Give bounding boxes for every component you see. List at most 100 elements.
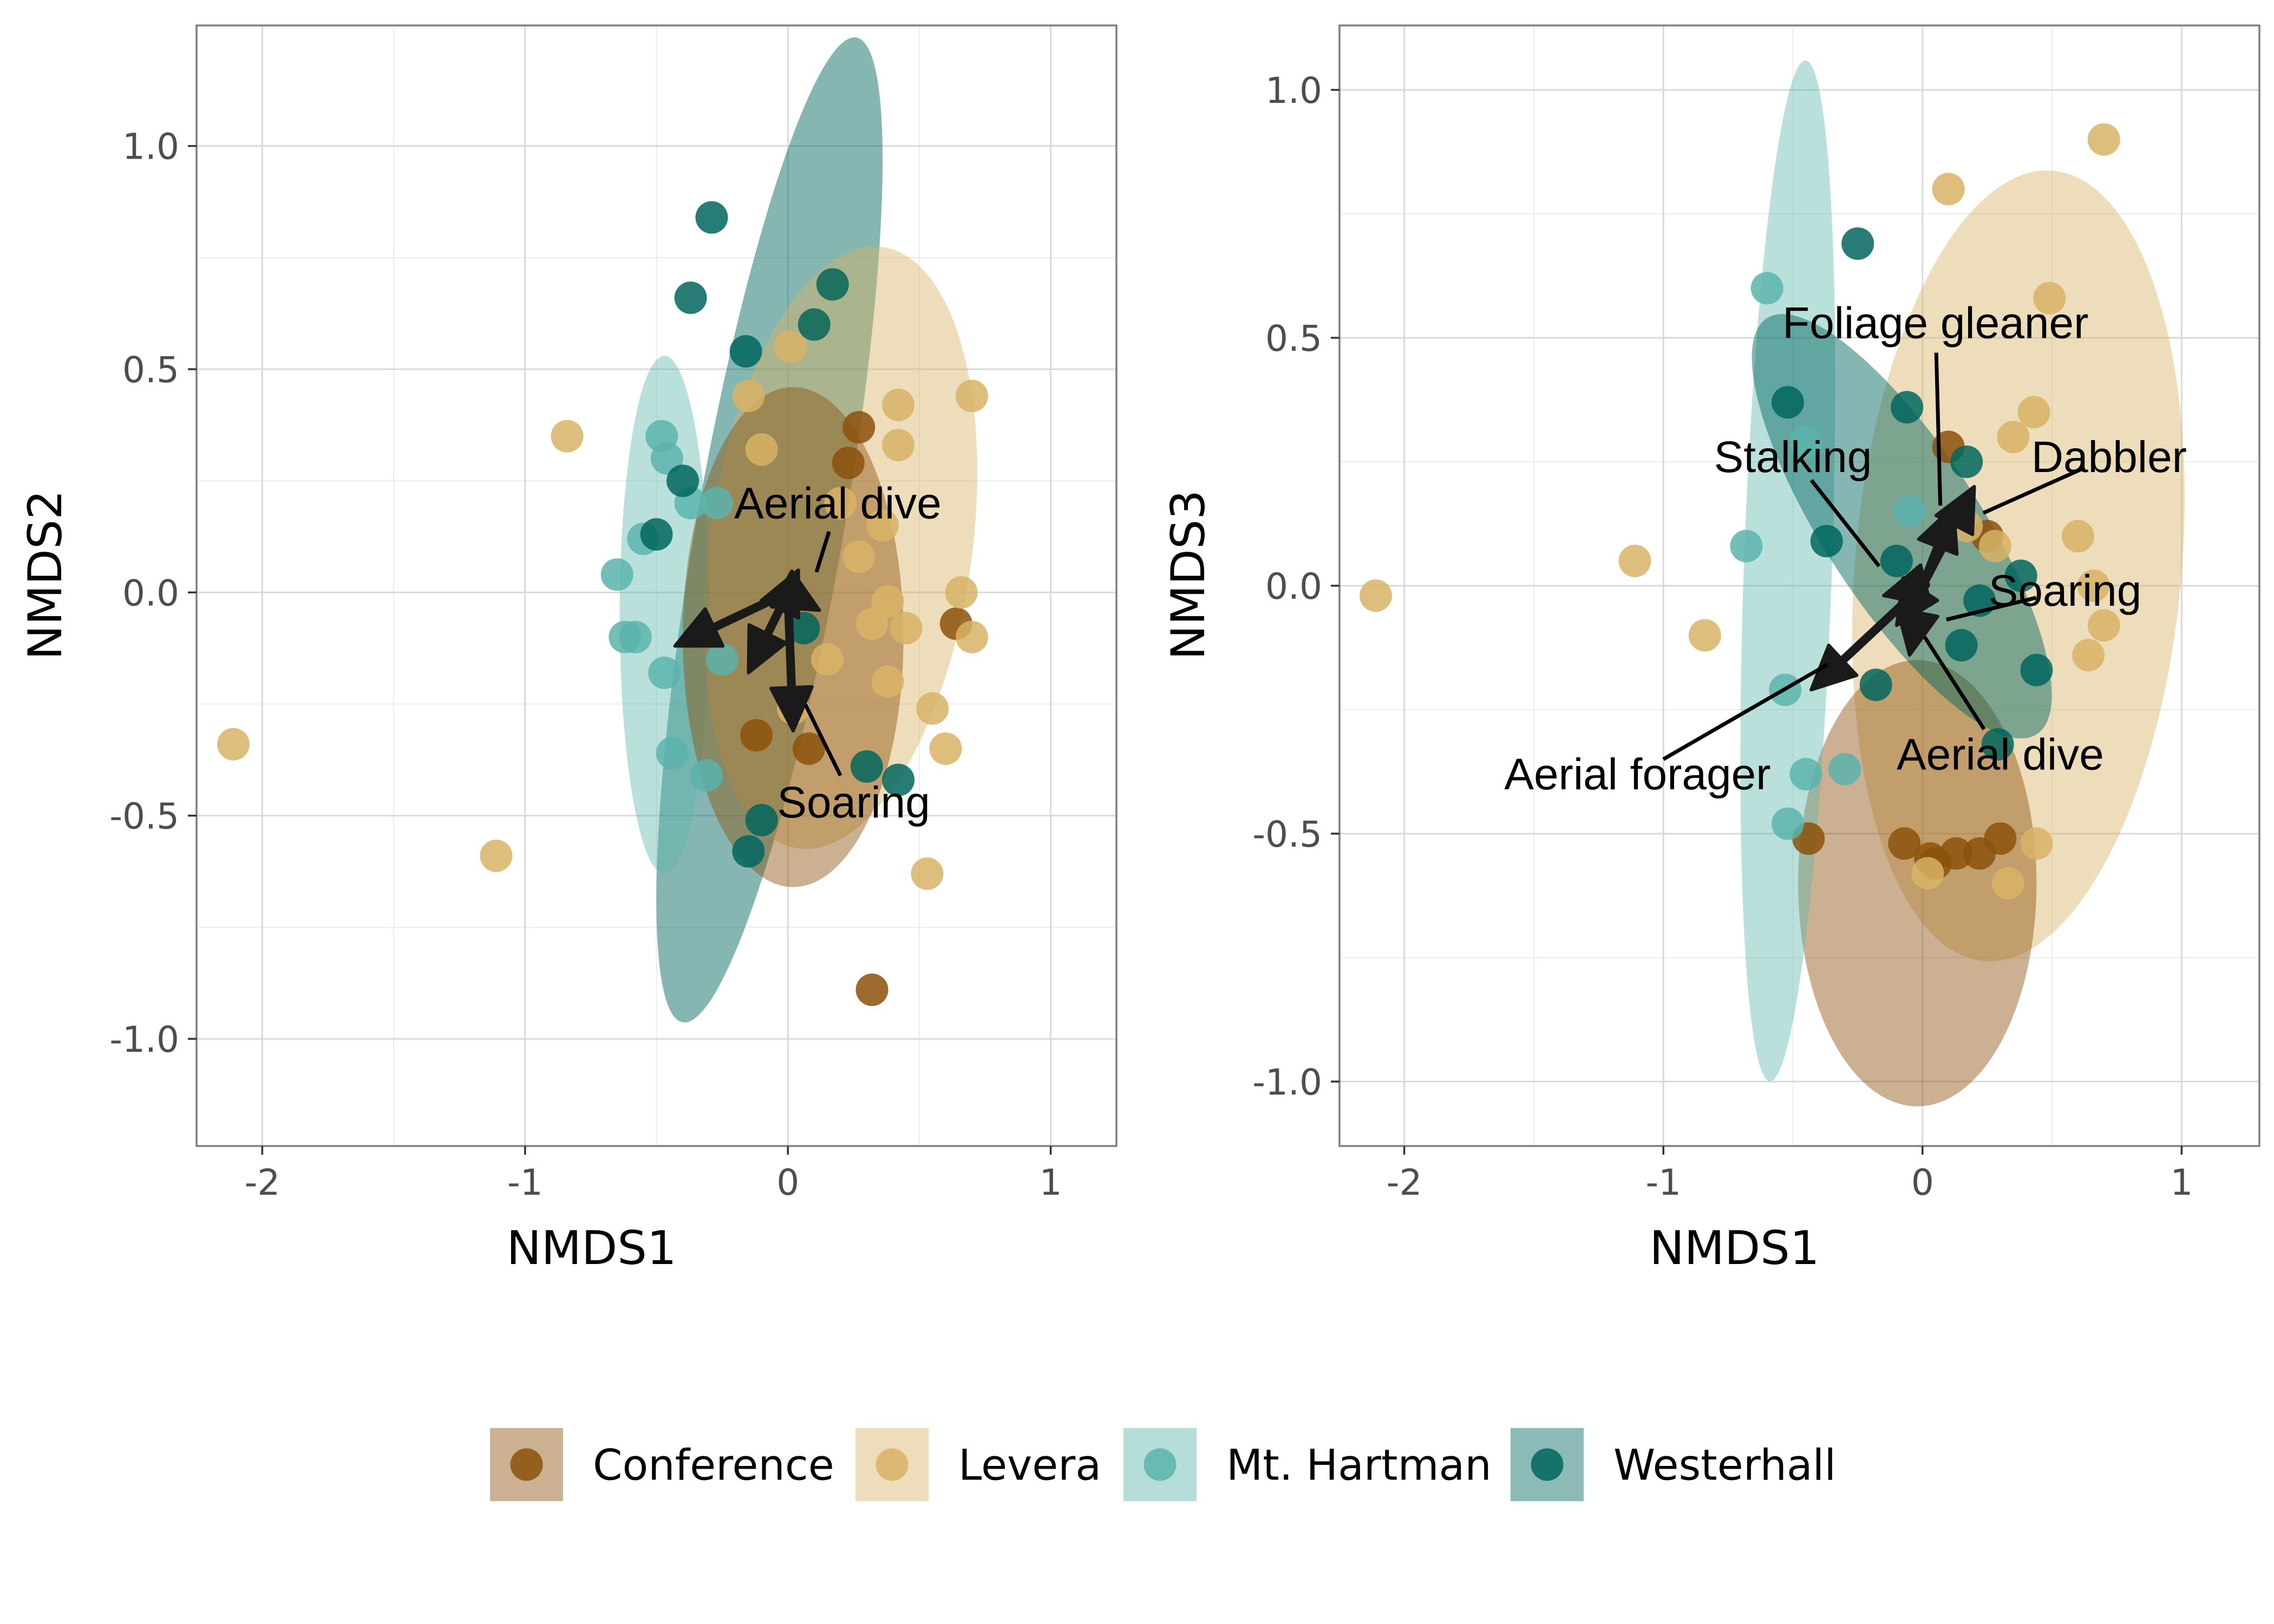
legend-label: Westerhall (1613, 1442, 1836, 1490)
vector-label-leader (1934, 352, 1943, 506)
point-levera (855, 607, 888, 640)
y-tick-label: 1.0 (122, 126, 179, 168)
point-levera (2077, 569, 2110, 602)
point-westerhall (1945, 628, 1978, 662)
point-westerhall (674, 281, 707, 315)
x-tick-label: -2 (244, 1162, 280, 1203)
x-tick-label: -1 (507, 1162, 543, 1203)
plot-area (217, 37, 989, 1023)
ellipse-westerhall (1752, 314, 2052, 739)
point-levera (866, 509, 899, 542)
point-westerhall (666, 464, 700, 497)
panel-border (195, 24, 1118, 1147)
point-mt-hartman (1750, 272, 1783, 305)
x-tick-label: 1 (2170, 1162, 2193, 1203)
legend-label: Levera (958, 1442, 1101, 1490)
nmds3-panel: Foliage gleaner Stalking Dabbler Soaring Aer… (1161, 24, 2260, 1275)
legend-point (1143, 1448, 1177, 1481)
group-legend: Conference Levera Mt. Hartman Westerhall (490, 1428, 1836, 1501)
point-conference (832, 447, 865, 480)
point-westerhall (1981, 728, 2014, 761)
point-westerhall (787, 612, 820, 645)
point-levera (1978, 529, 2011, 562)
point-mt-hartman (1789, 425, 1822, 459)
vector-arrowhead (769, 685, 814, 733)
x-axis-title: NMDS1 (506, 1221, 676, 1275)
point-levera (774, 330, 807, 363)
point-levera (745, 433, 778, 466)
point-westerhall (798, 308, 831, 341)
vector-arrowhead (747, 623, 788, 675)
point-levera (1360, 579, 1393, 612)
vector-label-leader (1923, 636, 1986, 731)
point-mt-hartman (690, 759, 723, 792)
point-westerhall (1841, 227, 1874, 260)
point-levera (1618, 545, 1651, 578)
point-levera (945, 576, 978, 609)
vector-label: Stalking (1714, 433, 1872, 482)
point-levera (551, 420, 584, 453)
point-levera (882, 429, 915, 462)
point-levera (480, 839, 513, 872)
point-mt-hartman (1730, 529, 1763, 562)
y-tick-label: 0.5 (1265, 318, 1322, 359)
point-levera (1997, 421, 2030, 454)
point-levera (1991, 867, 2024, 900)
vector-label: Foliage gleaner (1782, 299, 2088, 348)
point-levera (956, 620, 989, 653)
vector-label: Soaring (1989, 566, 2142, 615)
point-mt-hartman (1893, 495, 1926, 528)
point-westerhall (640, 518, 673, 551)
y-tick-label: 0.0 (122, 572, 179, 614)
x-tick-label: -1 (1645, 1162, 1681, 1203)
point-mt-hartman (701, 487, 734, 520)
point-levera (2087, 609, 2120, 642)
point-mt-hartman (600, 558, 633, 591)
vector-label-leader (1662, 663, 1829, 761)
point-levera (217, 728, 250, 761)
point-westerhall (732, 835, 765, 868)
point-mt-hartman (705, 643, 739, 676)
nmds2-panel: Aerial dive Soaring -2 -1 0 1 1.0 0.5 0.0 -0.5 -1.… (18, 24, 1118, 1275)
point-westerhall (816, 268, 849, 301)
point-levera (2017, 396, 2050, 429)
vector-label-leader (1809, 479, 1881, 568)
x-tick-label: -2 (1387, 1162, 1422, 1203)
y-tick-label: 1.0 (1265, 70, 1322, 112)
point-westerhall (729, 335, 762, 368)
vector-label-leader (803, 704, 842, 777)
point-levera (842, 540, 875, 573)
point-westerhall (1859, 669, 1892, 702)
y-axis-title: NMDS3 (1161, 490, 1216, 660)
y-tick-label: 0.5 (122, 349, 179, 391)
point-levera (2033, 281, 2066, 315)
point-levera (732, 379, 765, 412)
point-levera (890, 612, 923, 645)
point-levera (956, 379, 989, 412)
point-levera (2020, 827, 2053, 860)
point-mt-hartman (609, 620, 642, 653)
point-levera (916, 692, 949, 725)
vector-arrowhead (1894, 576, 1939, 627)
point-westerhall (2020, 653, 2053, 686)
point-levera (1911, 857, 1944, 890)
vector-label-leader (1945, 595, 2037, 622)
point-westerhall (745, 803, 778, 836)
plot-area (1360, 60, 2185, 1106)
y-axis-title: NMDS2 (18, 490, 73, 660)
vector-arrow (1918, 520, 1959, 590)
point-westerhall (695, 201, 728, 234)
point-conference (1940, 837, 1973, 870)
point-mt-hartman (648, 656, 681, 689)
vector-label-leader (1982, 467, 2083, 515)
point-conference (855, 973, 888, 1006)
point-westerhall (882, 763, 915, 796)
point-westerhall (2004, 559, 2037, 592)
point-levera (2087, 123, 2120, 156)
point-westerhall (1771, 386, 1804, 419)
point-levera (2072, 639, 2105, 672)
vector-arrowhead (760, 568, 800, 620)
vector-label: Aerial forager (1504, 750, 1770, 799)
point-levera (871, 665, 904, 698)
